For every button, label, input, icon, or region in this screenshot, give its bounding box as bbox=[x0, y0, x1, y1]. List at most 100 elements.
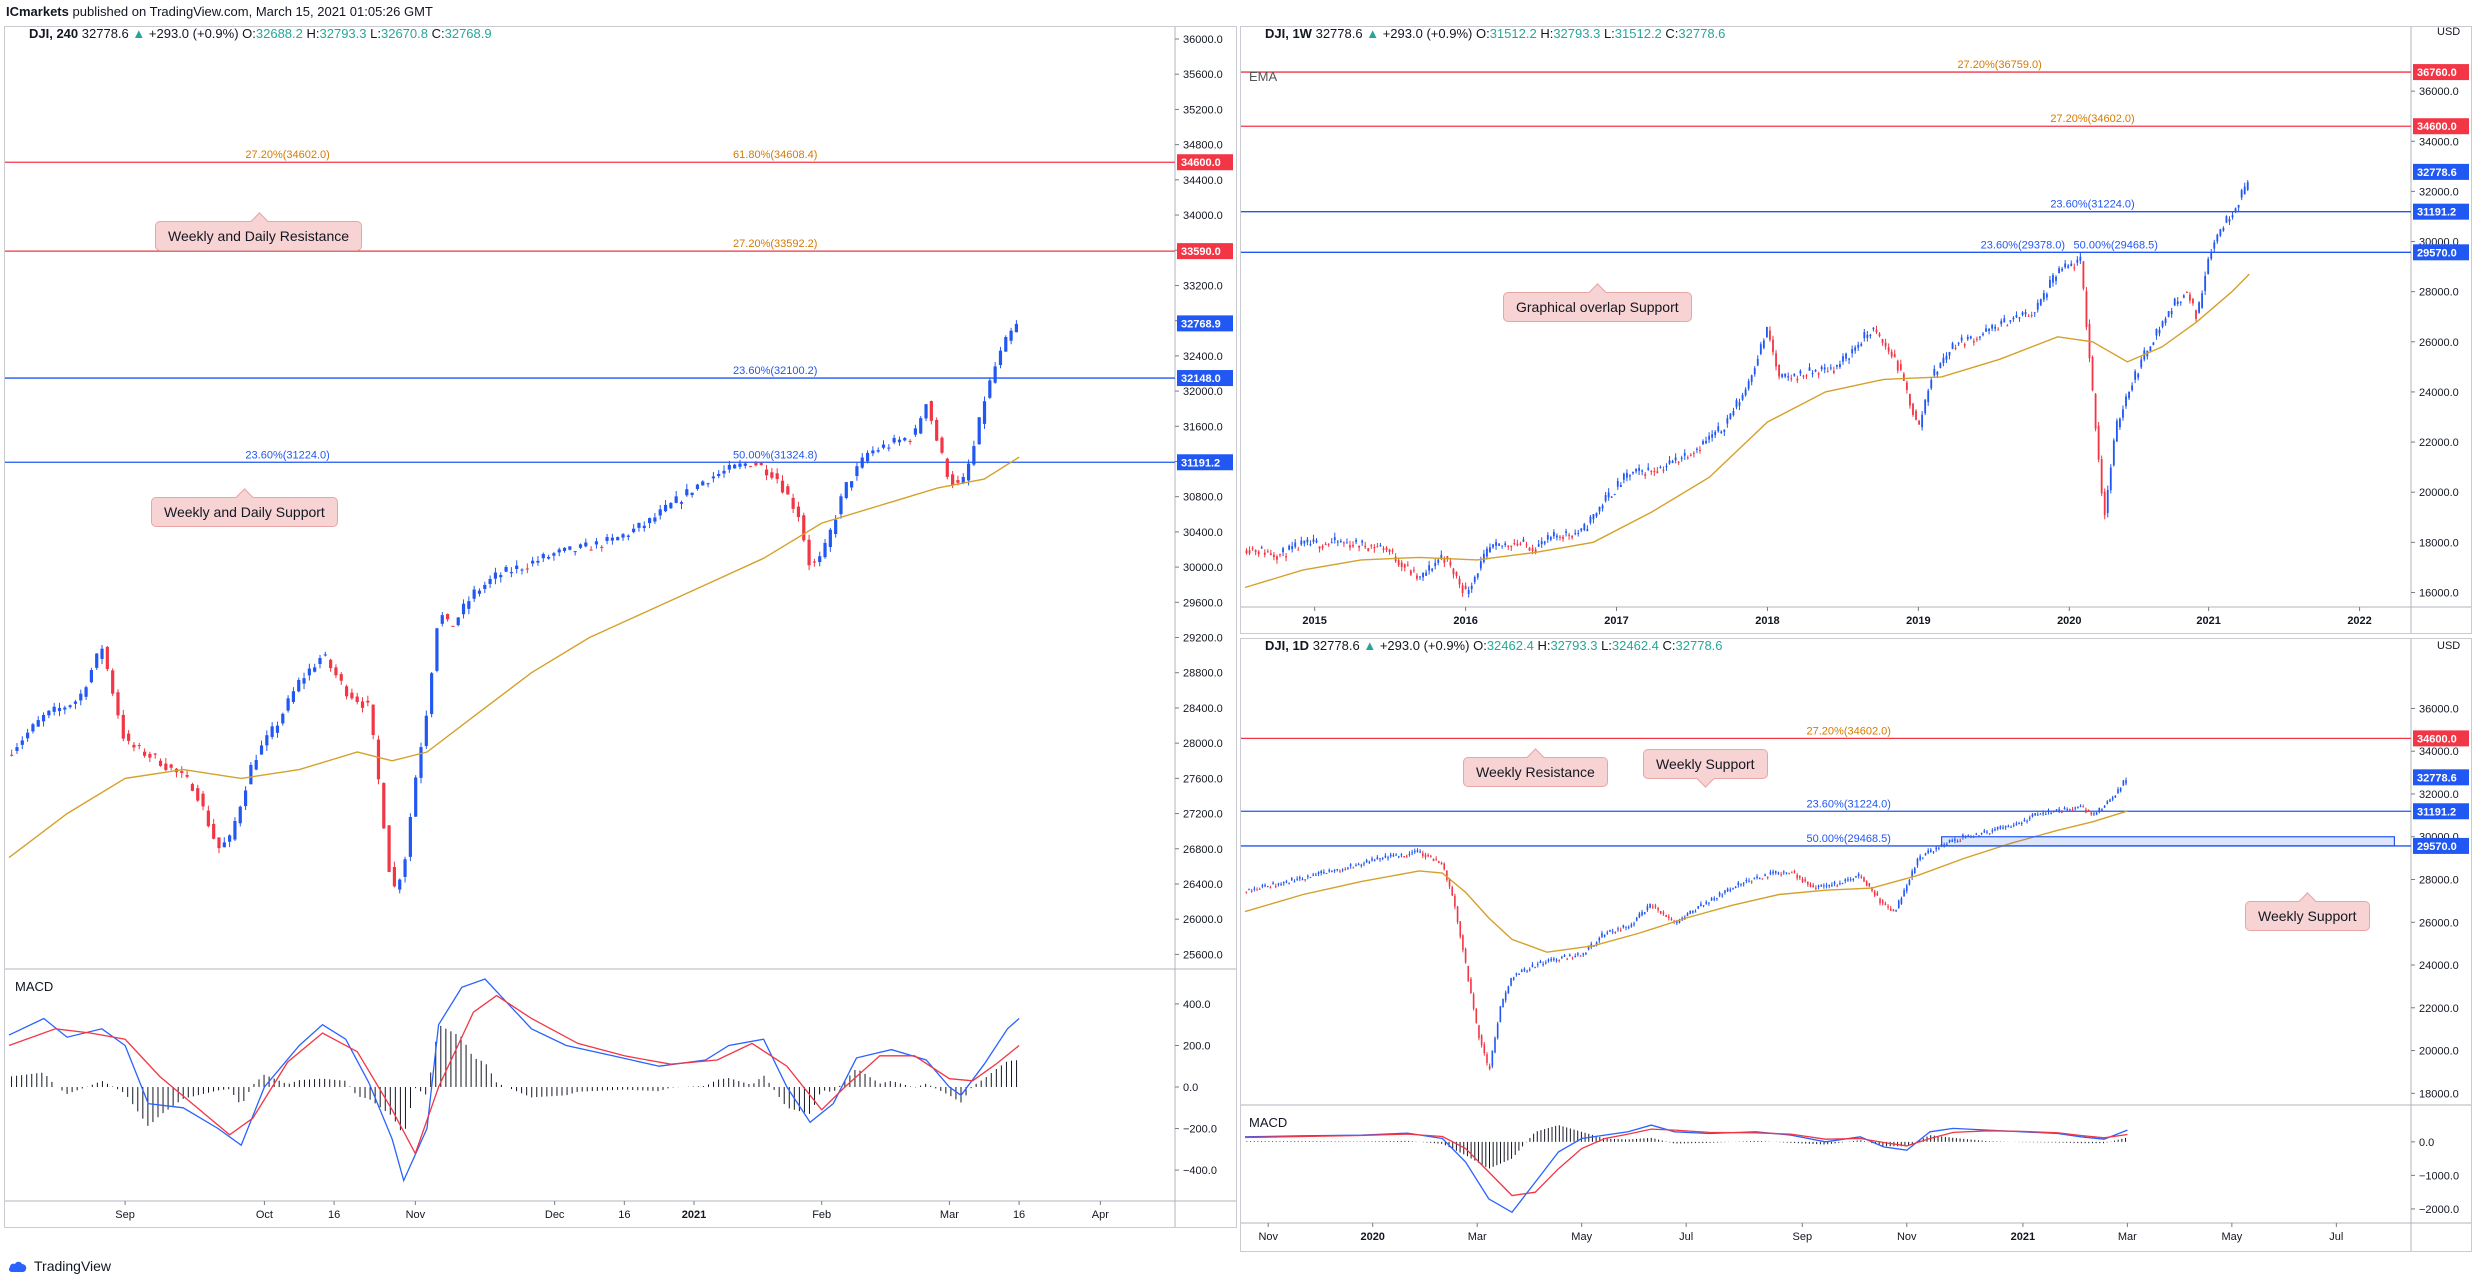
candle-body bbox=[1379, 858, 1381, 860]
candle-body bbox=[1708, 902, 1710, 904]
candle-body bbox=[1694, 911, 1697, 913]
chart-svg-4h: 25600.0 26000.0 26400.0 26800.0 27200.0 27600… bbox=[5, 27, 1236, 1227]
candle-body bbox=[2004, 826, 2007, 828]
candle-body bbox=[2042, 812, 2044, 814]
candle-body bbox=[2061, 811, 2063, 813]
y-tick-label: 22000.0 bbox=[2419, 437, 2459, 449]
candle-body bbox=[1705, 901, 1708, 904]
candle-body bbox=[1869, 334, 1872, 337]
candle-body bbox=[1317, 872, 1320, 874]
macd-line bbox=[8, 978, 1020, 1183]
candle-body bbox=[1256, 889, 1258, 891]
candle-body bbox=[1711, 434, 1714, 438]
candle-body bbox=[1951, 840, 1954, 842]
candle-body bbox=[1948, 839, 1951, 843]
candle-body bbox=[1331, 871, 1333, 873]
candle-body bbox=[1670, 918, 1673, 921]
candle-body bbox=[1285, 556, 1287, 558]
candle-body bbox=[1683, 453, 1686, 456]
y-tick-label: 28000.0 bbox=[2419, 287, 2459, 299]
candle-body bbox=[1848, 358, 1850, 360]
tradingview-cloud-icon bbox=[8, 1261, 27, 1272]
callout-graphical-overlap-support[interactable]: Graphical overlap Support bbox=[1503, 292, 1692, 322]
candle-body bbox=[2204, 276, 2207, 291]
candle-body bbox=[717, 474, 721, 477]
candle-body bbox=[1839, 883, 1841, 885]
candle-body bbox=[2161, 321, 2164, 327]
candle-body bbox=[1772, 339, 1774, 353]
candle-body bbox=[1595, 512, 1598, 517]
candle-body bbox=[1269, 887, 1272, 889]
candle-body bbox=[1443, 558, 1446, 563]
callout-weekly-resistance[interactable]: Weekly Resistance bbox=[1463, 757, 1608, 787]
candle-body bbox=[2023, 819, 2026, 822]
candle-body bbox=[1430, 855, 1432, 857]
candle-body bbox=[1577, 953, 1579, 955]
candle-body bbox=[1656, 471, 1659, 474]
candle-body bbox=[1563, 955, 1566, 957]
candle-body bbox=[419, 747, 423, 778]
fib-label: 27.20%(34602.0) bbox=[1807, 725, 1891, 737]
candle-body bbox=[1592, 514, 1595, 520]
callout-weekly-support-right[interactable]: Weekly Support bbox=[2245, 901, 2370, 931]
candle-body bbox=[1905, 382, 1908, 390]
candle-body bbox=[2058, 809, 2060, 811]
candle-body bbox=[26, 732, 30, 739]
candle-body bbox=[1820, 885, 1823, 887]
candle-body bbox=[966, 463, 971, 481]
price-tag-label: 31191.2 bbox=[2417, 207, 2456, 219]
candle-body bbox=[1446, 556, 1449, 560]
candle-body bbox=[1954, 347, 1957, 349]
symbol-label[interactable]: DJI, 1D bbox=[1265, 638, 1310, 653]
candle-body bbox=[1424, 854, 1427, 858]
x-tick-label: Mar bbox=[940, 1209, 959, 1221]
y-unit-label: USD bbox=[2437, 640, 2460, 652]
candle-body bbox=[297, 680, 301, 692]
x-tick-label: 16 bbox=[618, 1209, 630, 1221]
callout-weekly-daily-resistance[interactable]: Weekly and Daily Resistance bbox=[155, 221, 363, 251]
candle-body bbox=[1413, 850, 1416, 853]
callout-weekly-daily-support[interactable]: Weekly and Daily Support bbox=[151, 497, 338, 527]
candle-body bbox=[467, 601, 471, 609]
candle-body bbox=[1336, 869, 1339, 871]
candle-body bbox=[637, 522, 641, 528]
candle-body bbox=[2049, 279, 2051, 288]
callout-weekly-support-top[interactable]: Weekly Support bbox=[1643, 749, 1768, 779]
candle-body bbox=[924, 404, 928, 419]
candle-body bbox=[1498, 543, 1501, 546]
x-tick-label: Nov bbox=[1897, 1231, 1917, 1243]
y-tick-label: 22000.0 bbox=[2419, 1003, 2459, 1015]
candle-body bbox=[1832, 370, 1835, 373]
chart-pane-4h[interactable]: DJI, 240 32778.6 ▲ +293.0 (+0.9%) O:3268… bbox=[4, 26, 1237, 1228]
candle-body bbox=[185, 775, 189, 777]
candle-body bbox=[1625, 926, 1627, 928]
candle-body bbox=[1954, 839, 1956, 841]
candle-body bbox=[701, 481, 705, 486]
candle-body bbox=[1561, 956, 1563, 958]
fib-label: 50.00%(31324.8) bbox=[733, 449, 817, 461]
candle-body bbox=[2240, 190, 2243, 198]
y-tick-label: 36000.0 bbox=[2419, 703, 2459, 715]
candle-body bbox=[1936, 371, 1939, 375]
candle-body bbox=[1312, 874, 1314, 876]
author-name[interactable]: ICmarkets bbox=[6, 4, 69, 19]
chart-pane-weekly[interactable]: DJI, 1W 32778.6 ▲ +293.0 (+0.9%) O:31512… bbox=[1240, 26, 2472, 634]
candle-body bbox=[493, 572, 498, 579]
candle-body bbox=[1449, 561, 1452, 566]
price-tag bbox=[2413, 64, 2469, 81]
candle-body bbox=[2158, 329, 2161, 334]
symbol-label[interactable]: DJI, 240 bbox=[29, 26, 79, 41]
candle-body bbox=[52, 706, 56, 712]
candle-body bbox=[679, 502, 684, 504]
chart-pane-daily[interactable]: DJI, 1D 32778.6 ▲ +293.0 (+0.9%) O:32462… bbox=[1240, 638, 2472, 1252]
symbol-label[interactable]: DJI, 1W bbox=[1265, 26, 1312, 41]
candle-body bbox=[626, 535, 630, 537]
candle-body bbox=[1388, 549, 1391, 553]
candle-body bbox=[1802, 375, 1805, 377]
y-tick-label: 32400.0 bbox=[1183, 351, 1223, 363]
candle-body bbox=[2246, 182, 2249, 190]
tradingview-footer[interactable]: TradingView bbox=[8, 1258, 111, 1274]
candle-body bbox=[1986, 831, 1988, 833]
candle-body bbox=[1775, 353, 1777, 367]
candle-body bbox=[1325, 873, 1328, 875]
